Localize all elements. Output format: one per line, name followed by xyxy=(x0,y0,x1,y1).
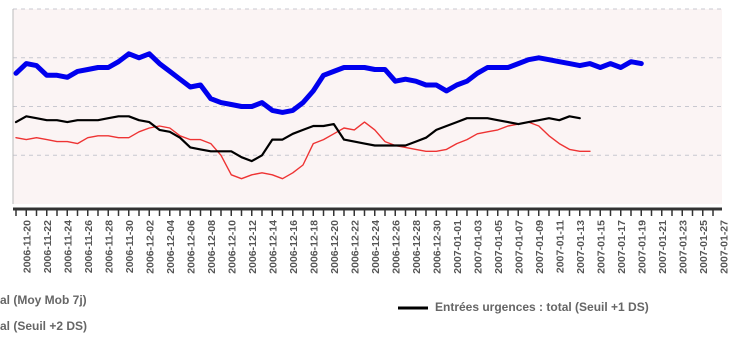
series-line-entr-es-urgences-total-seuil-1-ds xyxy=(14,115,581,163)
x-tick-label: 2006-12-22 xyxy=(349,220,361,274)
x-tick-label: 2007-01-01 xyxy=(452,220,464,274)
x-tick-label: 2006-12-30 xyxy=(431,220,443,274)
series-line-al-moy-mob-7j xyxy=(13,51,644,115)
x-tick-label: 2006-12-04 xyxy=(165,220,177,274)
x-tick-label: 2006-11-30 xyxy=(124,220,136,273)
x-tick-label: 2007-01-25 xyxy=(698,220,710,274)
x-tick-label: 2006-11-26 xyxy=(83,220,95,273)
series-line-al-seuil-2-ds xyxy=(15,121,591,180)
x-tick-label: 2006-12-08 xyxy=(206,220,218,274)
series-group xyxy=(13,51,644,180)
x-tick-label: 2007-01-09 xyxy=(534,220,546,274)
x-tick-label: 2006-12-10 xyxy=(226,220,238,274)
x-tick-label: 2006-12-16 xyxy=(288,220,300,274)
x-tick-label: 2007-01-27 xyxy=(718,220,730,274)
x-tick-label: 2006-12-24 xyxy=(370,220,382,274)
x-tick-label: 2007-01-05 xyxy=(493,220,505,274)
x-tick-label: 2007-01-23 xyxy=(677,220,689,274)
x-tick-label: 2006-12-28 xyxy=(411,220,423,274)
x-tick-label: 2006-11-22 xyxy=(42,220,54,273)
x-tick-label: 2006-11-20 xyxy=(21,220,33,273)
x-axis-tick-labels: 2006-11-20 2006-11-22 2006-11-24 2006-11-26… xyxy=(21,220,730,274)
x-tick-label: 2006-12-02 xyxy=(144,220,156,274)
x-tick-label: 2007-01-03 xyxy=(472,220,484,274)
legend-label-seuil-1ds: Entrées urgences : total (Seuil +1 DS) xyxy=(435,300,649,314)
x-tick-label: 2006-12-26 xyxy=(390,220,402,274)
x-tick-label: 2006-12-12 xyxy=(247,220,259,274)
x-tick-label: 2006-12-14 xyxy=(267,220,279,274)
x-tick-label: 2007-01-13 xyxy=(575,220,587,274)
x-tick-label: 2007-01-17 xyxy=(616,220,628,274)
legend-label-seuil-2ds: al (Seuil +2 DS) xyxy=(0,319,87,333)
legend-label-moy-mob: al (Moy Mob 7j) xyxy=(0,293,87,307)
x-tick-label: 2006-12-18 xyxy=(308,220,320,274)
x-tick-label: 2006-12-20 xyxy=(329,220,341,274)
x-tick-label: 2007-01-19 xyxy=(636,220,648,274)
x-tick-label: 2006-11-28 xyxy=(103,220,115,273)
x-tick-label: 2006-11-24 xyxy=(62,220,74,273)
x-tick-label: 2007-01-15 xyxy=(595,220,607,274)
x-tick-label: 2007-01-07 xyxy=(513,220,525,274)
x-tick-label: 2006-12-06 xyxy=(185,220,197,274)
x-tick-label: 2007-01-21 xyxy=(657,220,669,274)
grid xyxy=(13,8,722,156)
x-axis-ticks xyxy=(15,209,714,216)
x-tick-label: 2007-01-11 xyxy=(554,220,566,273)
